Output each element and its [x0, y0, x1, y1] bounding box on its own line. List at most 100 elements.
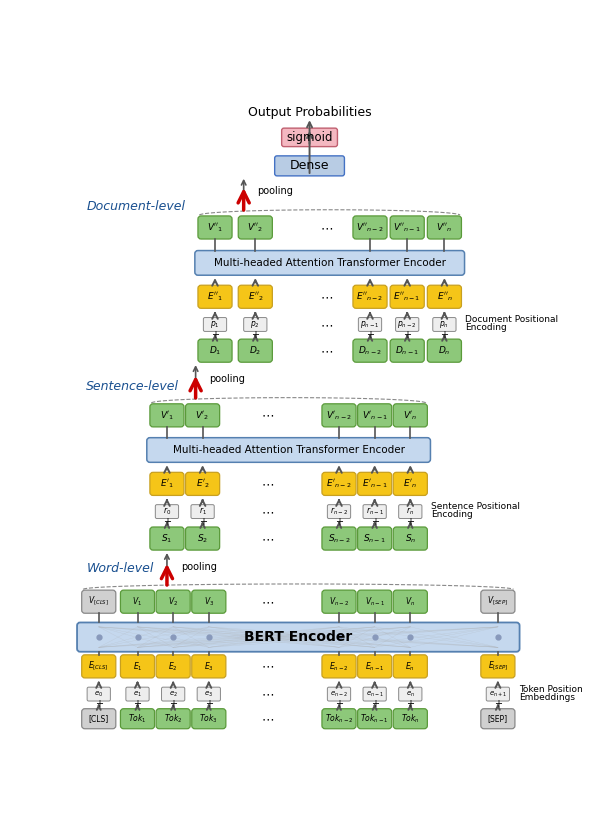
FancyBboxPatch shape [393, 590, 428, 613]
FancyBboxPatch shape [428, 285, 461, 308]
Text: $E'_{n-1}$: $E'_{n-1}$ [362, 478, 388, 490]
Text: $E''_{n-1}$: $E''_{n-1}$ [393, 291, 421, 303]
Text: $Tok_n$: $Tok_n$ [401, 713, 420, 725]
Text: $E_{n-1}$: $E_{n-1}$ [365, 660, 385, 672]
FancyBboxPatch shape [82, 590, 116, 613]
Text: $p_{n-2}$: $p_{n-2}$ [397, 319, 417, 330]
FancyBboxPatch shape [191, 709, 226, 728]
FancyBboxPatch shape [238, 339, 272, 363]
Text: +: + [371, 517, 379, 527]
Text: $\cdots$: $\cdots$ [261, 660, 274, 673]
FancyBboxPatch shape [191, 504, 214, 518]
Text: $E_{[CLS]}$: $E_{[CLS]}$ [88, 660, 109, 673]
Text: $e_2$: $e_2$ [169, 690, 178, 699]
Text: Multi-headed Attention Transformer Encoder: Multi-headed Attention Transformer Encod… [173, 445, 405, 455]
Text: $E_1$: $E_1$ [133, 660, 143, 672]
Text: sigmoid: sigmoid [286, 131, 333, 144]
FancyBboxPatch shape [238, 285, 272, 308]
Text: $\cdots$: $\cdots$ [261, 505, 274, 518]
Text: $V_1$: $V_1$ [132, 596, 143, 608]
Text: Encoding: Encoding [465, 323, 507, 332]
Text: Word-level: Word-level [86, 562, 154, 575]
Text: $E''_n$: $E''_n$ [437, 291, 452, 303]
Text: $V''_1$: $V''_1$ [207, 221, 223, 234]
FancyBboxPatch shape [322, 709, 356, 728]
FancyBboxPatch shape [191, 590, 226, 613]
FancyBboxPatch shape [481, 709, 515, 728]
FancyBboxPatch shape [156, 655, 190, 678]
FancyBboxPatch shape [198, 216, 232, 239]
FancyBboxPatch shape [195, 250, 464, 275]
Text: +: + [211, 330, 219, 339]
FancyBboxPatch shape [399, 504, 422, 518]
Text: $S_1$: $S_1$ [161, 532, 173, 545]
Text: $V'_n$: $V'_n$ [403, 409, 417, 422]
Text: Document Positional: Document Positional [465, 316, 559, 325]
FancyBboxPatch shape [363, 504, 387, 518]
FancyBboxPatch shape [358, 655, 392, 678]
FancyBboxPatch shape [358, 317, 382, 331]
Text: $E_2$: $E_2$ [169, 660, 178, 672]
Text: $D_2$: $D_2$ [249, 344, 262, 357]
FancyBboxPatch shape [486, 687, 510, 701]
FancyBboxPatch shape [433, 317, 456, 331]
Text: $E'_n$: $E'_n$ [403, 478, 417, 490]
Text: $\cdots$: $\cdots$ [261, 532, 274, 545]
Text: $S_n$: $S_n$ [405, 532, 416, 545]
Text: Document-level: Document-level [86, 200, 185, 213]
Text: $V'_1$: $V'_1$ [159, 409, 174, 422]
Text: $V_{[SEP]}$: $V_{[SEP]}$ [487, 595, 509, 608]
Text: $Tok_{n-1}$: $Tok_{n-1}$ [361, 713, 389, 725]
Text: $V''_{n-2}$: $V''_{n-2}$ [356, 221, 384, 234]
Text: $V'_{n-1}$: $V'_{n-1}$ [362, 409, 388, 422]
Text: $r_n$: $r_n$ [406, 506, 414, 517]
FancyBboxPatch shape [281, 129, 338, 147]
Text: $S_2$: $S_2$ [197, 532, 208, 545]
Text: $p_2$: $p_2$ [251, 319, 260, 330]
Text: $p_n$: $p_n$ [440, 319, 449, 330]
Text: +: + [406, 517, 414, 527]
FancyBboxPatch shape [82, 709, 116, 728]
FancyBboxPatch shape [197, 687, 220, 701]
Text: $r_1$: $r_1$ [199, 506, 207, 517]
FancyBboxPatch shape [393, 709, 428, 728]
Text: +: + [366, 330, 374, 339]
FancyBboxPatch shape [198, 285, 232, 308]
Text: $e_{n-2}$: $e_{n-2}$ [330, 690, 348, 699]
FancyBboxPatch shape [393, 404, 428, 427]
Text: $E_{n-2}$: $E_{n-2}$ [329, 660, 349, 672]
Text: $e_3$: $e_3$ [204, 690, 213, 699]
Text: $S_{n-1}$: $S_{n-1}$ [363, 532, 386, 545]
Text: Sentence Positional: Sentence Positional [431, 503, 520, 512]
Text: $V_n$: $V_n$ [405, 596, 416, 608]
Text: +: + [335, 699, 343, 709]
Text: Dense: Dense [290, 159, 329, 172]
Text: Token Position: Token Position [519, 685, 582, 694]
Text: +: + [133, 699, 141, 709]
FancyBboxPatch shape [481, 590, 515, 613]
FancyBboxPatch shape [126, 687, 149, 701]
FancyBboxPatch shape [185, 472, 220, 495]
FancyBboxPatch shape [161, 687, 185, 701]
FancyBboxPatch shape [322, 655, 356, 678]
Text: $Tok_1$: $Tok_1$ [128, 713, 147, 725]
Text: $V_{n-1}$: $V_{n-1}$ [365, 596, 385, 608]
Text: $V''_{n-1}$: $V''_{n-1}$ [393, 221, 421, 234]
FancyBboxPatch shape [275, 156, 344, 176]
Text: $\cdots$: $\cdots$ [261, 687, 274, 700]
Text: $e_1$: $e_1$ [133, 690, 142, 699]
FancyBboxPatch shape [147, 438, 431, 462]
Text: $D_{n-2}$: $D_{n-2}$ [358, 344, 382, 357]
FancyBboxPatch shape [428, 339, 461, 363]
Text: +: + [199, 517, 207, 527]
Text: $E_{[SEP]}$: $E_{[SEP]}$ [487, 660, 508, 673]
Text: $V_{n-2}$: $V_{n-2}$ [329, 596, 349, 608]
Text: Sentence-level: Sentence-level [86, 381, 179, 393]
FancyBboxPatch shape [238, 216, 272, 239]
Text: +: + [494, 699, 502, 709]
FancyBboxPatch shape [358, 709, 392, 728]
Text: $E'_1$: $E'_1$ [160, 478, 174, 490]
FancyBboxPatch shape [428, 216, 461, 239]
Text: Multi-headed Attention Transformer Encoder: Multi-headed Attention Transformer Encod… [214, 258, 446, 268]
FancyBboxPatch shape [358, 404, 392, 427]
